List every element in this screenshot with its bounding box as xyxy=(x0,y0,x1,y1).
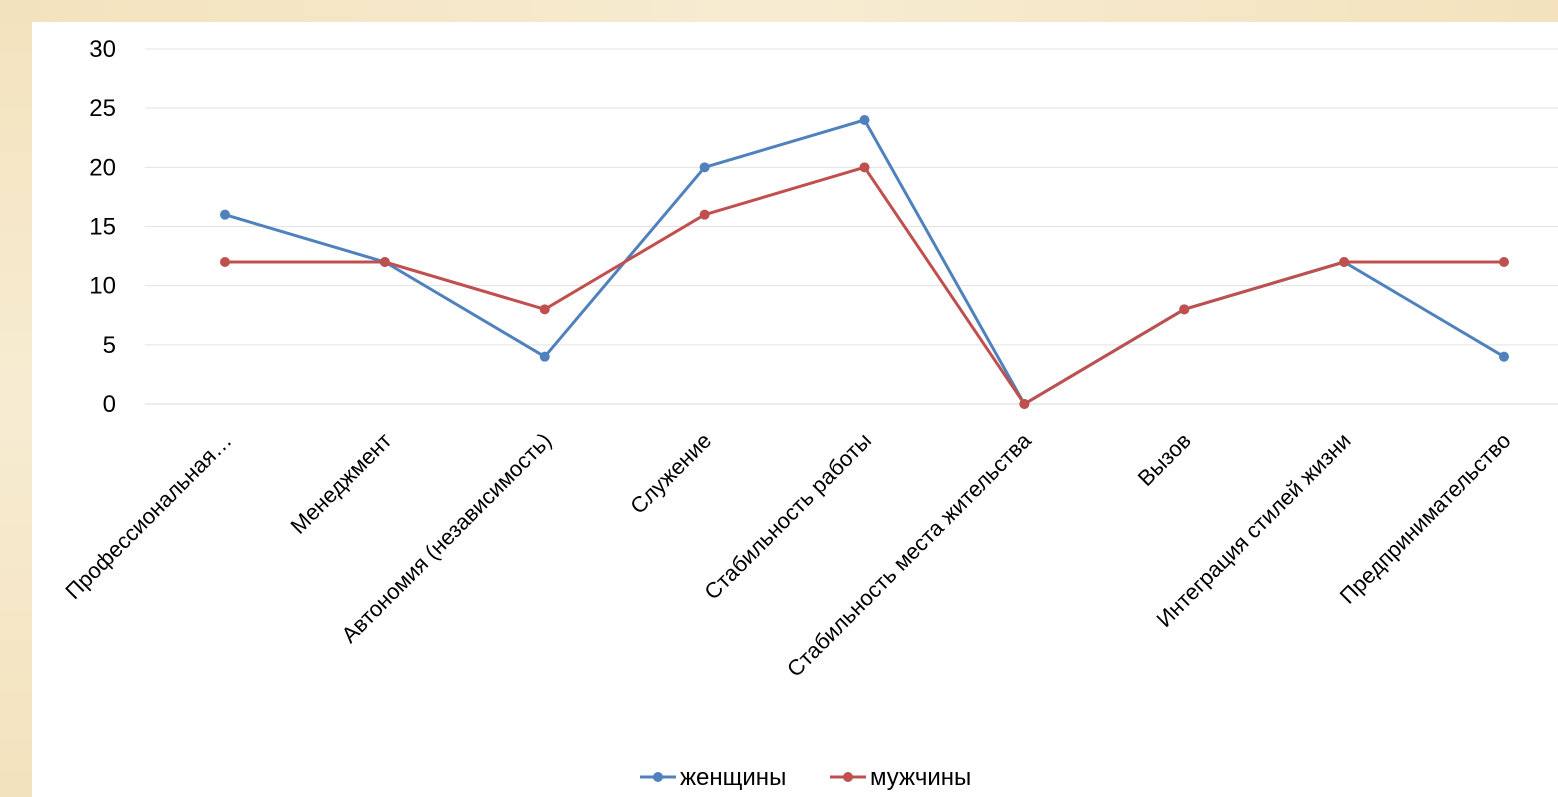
legend-marker-point xyxy=(843,772,853,782)
y-axis-ticks: 0 5 10 15 20 25 30 xyxy=(89,36,116,418)
gridlines xyxy=(145,48,1558,405)
data-point xyxy=(1499,351,1509,362)
data-point xyxy=(859,115,870,125)
slide-frame-top xyxy=(0,0,1558,22)
y-tick-label: 25 xyxy=(89,95,116,122)
legend-marker-point xyxy=(653,772,663,782)
chart-panel xyxy=(32,22,1558,797)
legend: женщины мужчины xyxy=(640,764,971,791)
x-category-label: Вызов xyxy=(1133,428,1196,491)
slide-frame-left xyxy=(0,0,32,797)
x-category-label: Стабильность работы xyxy=(699,428,876,605)
data-point xyxy=(1339,257,1350,267)
data-point xyxy=(699,209,710,220)
data-point xyxy=(539,351,550,362)
data-point xyxy=(1019,399,1030,409)
x-category-label: Предпринимательство xyxy=(1335,428,1516,609)
x-category-label: Менеджмент xyxy=(285,428,396,539)
x-category-label: Профессиональная… xyxy=(60,428,236,604)
data-point xyxy=(699,162,710,173)
data-point xyxy=(1179,304,1190,315)
y-tick-label: 10 xyxy=(89,273,116,300)
data-point xyxy=(379,257,390,267)
data-point xyxy=(859,162,870,173)
data-point xyxy=(220,257,230,267)
y-tick-label: 15 xyxy=(89,214,116,241)
data-point xyxy=(539,304,550,315)
series-lines xyxy=(220,115,1509,409)
data-point xyxy=(220,209,230,220)
y-tick-label: 5 xyxy=(103,332,116,359)
x-category-label: Служение xyxy=(625,428,716,519)
y-tick-label: 0 xyxy=(103,391,116,418)
y-tick-label: 20 xyxy=(89,154,116,181)
data-point xyxy=(1499,257,1509,267)
y-tick-label: 30 xyxy=(89,36,116,63)
legend-label: мужчины xyxy=(870,764,971,791)
legend-label: женщины xyxy=(680,764,786,791)
